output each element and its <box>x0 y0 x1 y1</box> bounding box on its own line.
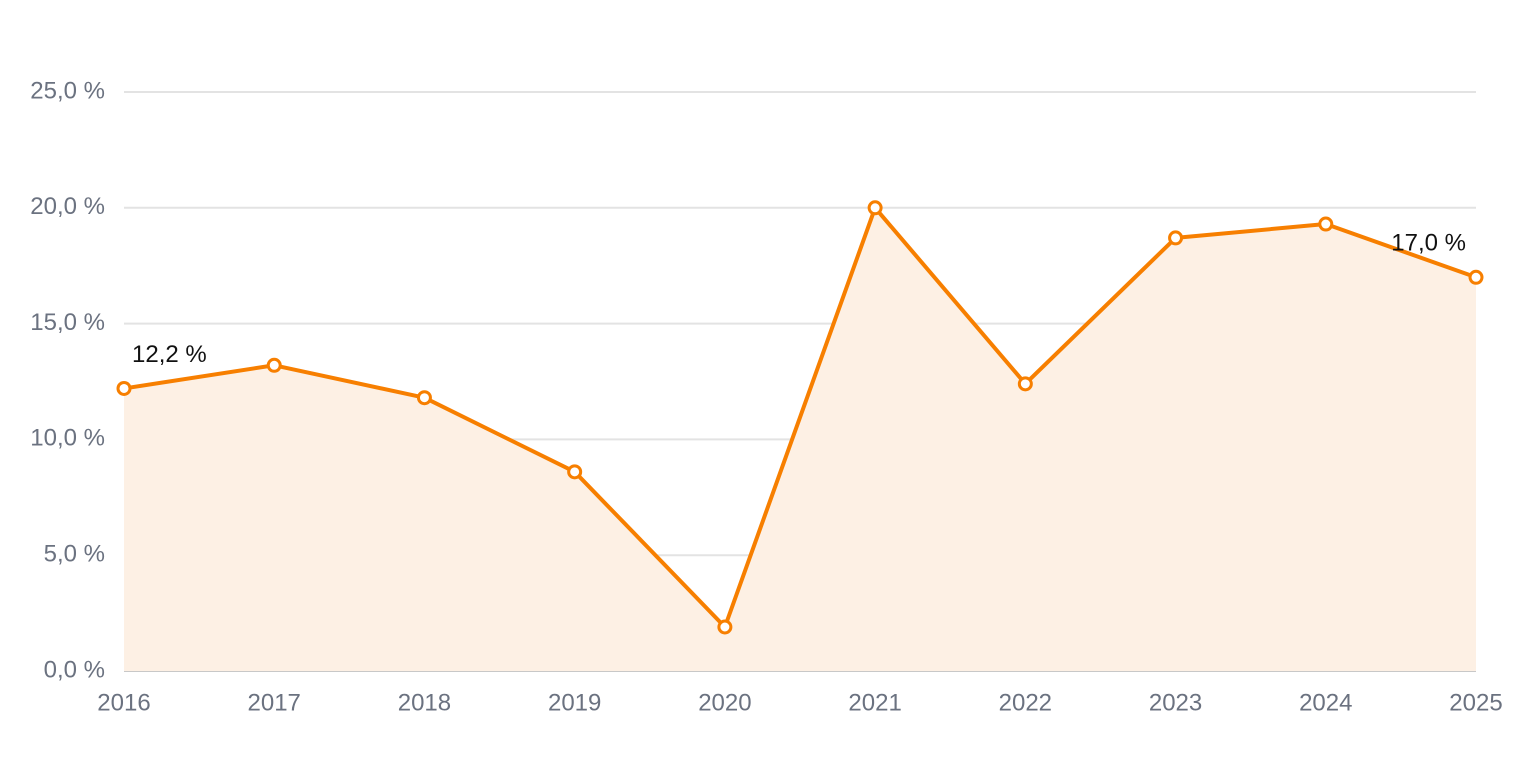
x-tick-label: 2022 <box>999 689 1052 716</box>
x-tick-label: 2019 <box>548 689 601 716</box>
y-tick-label: 25,0 % <box>30 77 105 104</box>
point <box>1468 269 1484 285</box>
point <box>416 390 432 406</box>
x-tick-label: 2016 <box>97 689 150 716</box>
x-tick-label: 2025 <box>1449 689 1502 716</box>
area <box>124 207 1476 672</box>
y-tick-label: 15,0 % <box>30 309 105 336</box>
point <box>567 464 583 480</box>
point <box>867 200 883 216</box>
x-tick-label: 2018 <box>398 689 451 716</box>
x-tick-label: 2024 <box>1299 689 1352 716</box>
y-tick-label: 5,0 % <box>44 541 105 568</box>
point <box>1168 230 1184 246</box>
value-label: 17,0 % <box>1391 230 1466 257</box>
line <box>123 205 1477 629</box>
value-label: 12,2 % <box>132 341 207 368</box>
x-tick-label: 2021 <box>848 689 901 716</box>
point <box>1318 216 1334 232</box>
point <box>116 380 132 396</box>
x-tick-label: 2017 <box>248 689 301 716</box>
point <box>266 357 282 373</box>
y-tick-label: 10,0 % <box>30 425 105 452</box>
x-tick-label: 2023 <box>1149 689 1202 716</box>
x-tick-label: 2020 <box>698 689 751 716</box>
y-tick-label: 0,0 % <box>44 656 105 683</box>
point <box>1017 376 1033 392</box>
y-tick-label: 20,0 % <box>30 193 105 220</box>
point <box>717 619 733 635</box>
